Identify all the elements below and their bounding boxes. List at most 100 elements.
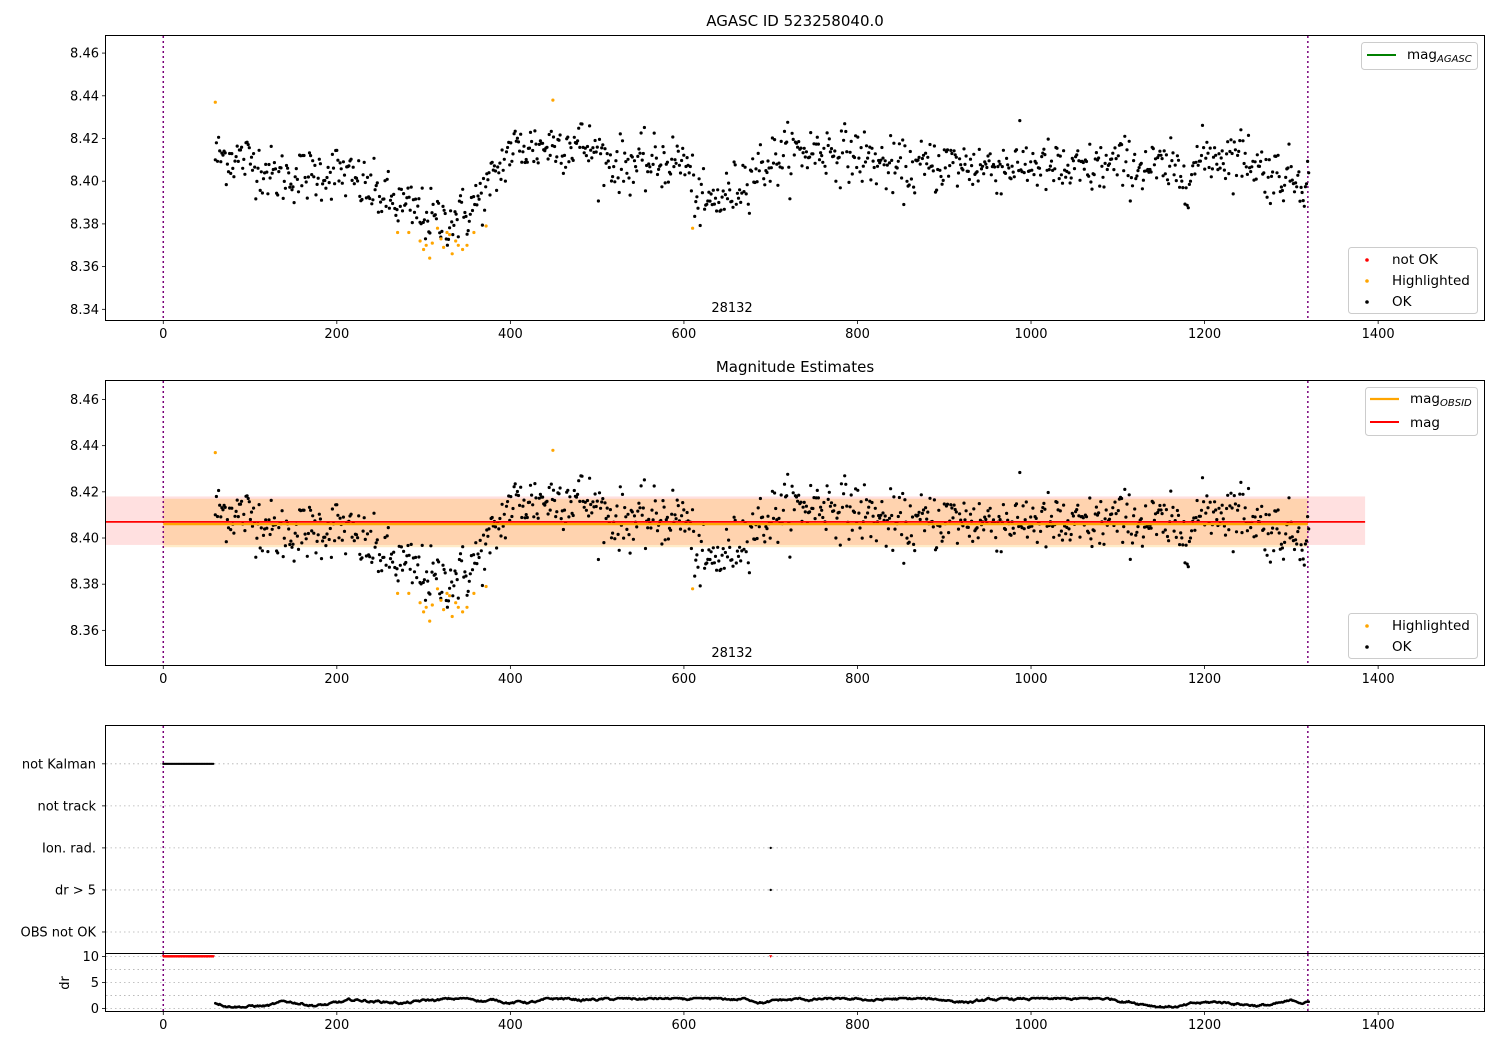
ok-point (620, 139, 625, 143)
ok-point (870, 146, 874, 150)
ok-point (804, 150, 809, 154)
ok-point (1171, 151, 1175, 155)
ok-point (867, 505, 871, 509)
ok-point (1025, 535, 1029, 539)
ok-point (1060, 181, 1065, 185)
ok-point (871, 514, 875, 518)
ok-point (484, 185, 488, 189)
ok-point (574, 141, 579, 145)
ok-point (358, 552, 362, 557)
ok-point (730, 199, 734, 203)
ok-point (1213, 500, 1217, 504)
ok-point (1102, 185, 1106, 189)
ok-point (315, 182, 319, 186)
ok-point (415, 576, 419, 580)
ok-point (1264, 157, 1268, 162)
ok-point (478, 181, 482, 185)
ok-point (414, 555, 418, 560)
ok-point (1239, 128, 1243, 132)
ok-point (375, 538, 379, 542)
ok-point (824, 527, 828, 532)
ok-point (516, 493, 521, 498)
ok-point (1221, 517, 1225, 521)
ok-point (1207, 165, 1211, 170)
x-tick-label: 400 (498, 1018, 523, 1033)
ok-point (527, 146, 532, 150)
ok-point (1306, 515, 1310, 519)
ok-point (975, 526, 979, 530)
ok-point (410, 221, 414, 225)
ok-point (259, 170, 263, 174)
ok-point (304, 180, 308, 184)
ok-point (1296, 530, 1300, 534)
ok-point (926, 510, 930, 514)
ok-point (1090, 187, 1094, 191)
ok-point (310, 529, 314, 533)
ok-point (231, 166, 235, 170)
ok-point (541, 495, 545, 499)
ok-point (661, 499, 665, 503)
ok-point (654, 511, 659, 515)
ok-point (1024, 500, 1028, 504)
ok-point (522, 144, 526, 148)
ok-point (635, 525, 639, 529)
ok-point (398, 204, 402, 208)
ok-point (561, 527, 566, 532)
ok-point (696, 206, 700, 210)
ok-point (707, 548, 711, 552)
ok-point (1246, 133, 1251, 137)
ok-point (283, 544, 287, 548)
ok-point (953, 153, 957, 157)
ok-point (440, 229, 444, 233)
ok-point (940, 182, 944, 186)
ok-point (219, 515, 223, 519)
ok-point (400, 568, 405, 572)
ok-point (1016, 160, 1020, 164)
ok-point (856, 135, 860, 139)
ok-point (898, 156, 903, 160)
ok-point (837, 155, 841, 159)
ok-point (583, 500, 587, 504)
ok-point (659, 163, 663, 167)
ok-point (1102, 542, 1106, 546)
ok-point (1127, 139, 1131, 143)
ok-point (666, 180, 671, 184)
ok-point (723, 550, 728, 555)
x-tick-label: 1200 (1188, 672, 1221, 687)
ok-point (1271, 170, 1275, 174)
ok-point (821, 160, 825, 164)
ok-point (259, 526, 263, 530)
ok-point (884, 187, 888, 191)
ok-point (799, 146, 803, 150)
ok-point (1241, 492, 1245, 496)
highlighted-point (465, 243, 469, 247)
ok-point (963, 518, 967, 522)
ok-point (1233, 502, 1237, 506)
ok-point (724, 527, 729, 531)
ok-point (589, 502, 593, 507)
ok-point (303, 175, 307, 180)
ok-point (276, 551, 280, 555)
ok-point (923, 529, 927, 533)
ok-point (769, 166, 773, 170)
ok-point (512, 132, 516, 136)
ok-point (1048, 164, 1052, 168)
ok-point (310, 173, 314, 177)
ok-point (323, 535, 327, 539)
ok-point (619, 167, 624, 171)
ok-point (1295, 542, 1299, 546)
ok-point (864, 498, 869, 502)
x-tick-label: 0 (159, 327, 167, 342)
ok-point (1122, 169, 1126, 173)
ok-point (1081, 516, 1085, 520)
ok-point (1084, 515, 1089, 519)
ok-point (773, 491, 777, 495)
ok-point (638, 506, 642, 510)
legend-marker-not-ok (1365, 258, 1369, 262)
ok-point (1084, 159, 1089, 164)
ok-point (1115, 529, 1119, 533)
ok-point (699, 182, 703, 186)
ok-point (1107, 517, 1112, 521)
ok-point (347, 164, 351, 168)
ok-point (1295, 185, 1299, 189)
